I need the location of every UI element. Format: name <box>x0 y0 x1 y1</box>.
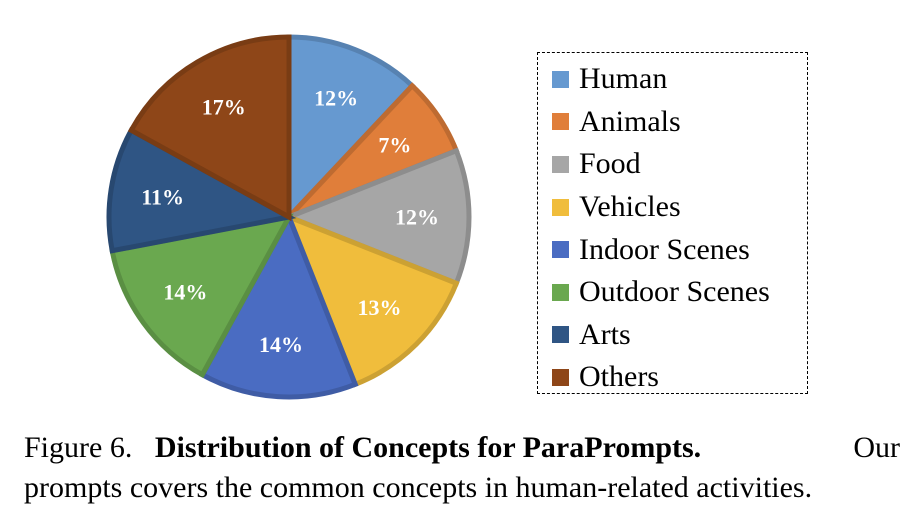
legend-item-indoor-scenes: Indoor Scenes <box>552 228 807 271</box>
slice-label-animals: 7% <box>378 133 411 158</box>
legend-swatch <box>552 368 569 386</box>
legend-label: Animals <box>579 104 681 138</box>
caption-bold-title: Distribution of Concepts for ParaPrompts… <box>154 431 702 464</box>
pie-slice-food <box>282 147 472 287</box>
slice-label-others: 17% <box>202 94 246 119</box>
legend-item-animals: Animals <box>552 101 807 144</box>
legend-swatch <box>552 283 569 301</box>
slice-label-food: 12% <box>395 205 439 230</box>
slice-label-vehicles: 13% <box>358 295 402 320</box>
legend-label: Others <box>579 360 659 394</box>
chart-legend: Human Animals Food Vehicles Indoor Scenes Out… <box>537 52 808 394</box>
legend-label: Outdoor Scenes <box>579 275 770 309</box>
legend-swatch <box>552 155 569 173</box>
figure-caption: Figure 6. Distribution of Concepts for P… <box>24 428 900 508</box>
slice-label-human: 12% <box>314 86 358 111</box>
legend-swatch <box>552 113 569 131</box>
pie-slice-others <box>127 34 292 222</box>
legend-item-others: Others <box>552 356 807 399</box>
pie-slice-indoor-scenes <box>198 211 359 400</box>
legend-label: Human <box>579 62 668 96</box>
pie-slice-human <box>286 34 416 224</box>
legend-label: Indoor Scenes <box>579 232 750 266</box>
legend-item-food: Food <box>552 143 807 186</box>
caption-line-1: Figure 6. Distribution of Concepts for P… <box>24 428 900 468</box>
legend-label: Food <box>579 147 641 181</box>
legend-item-outdoor-scenes: Outdoor Scenes <box>552 271 807 314</box>
legend-item-human: Human <box>552 58 807 101</box>
legend-item-vehicles: Vehicles <box>552 186 807 229</box>
caption-line1-end: Our <box>853 431 900 464</box>
legend-swatch <box>552 198 569 216</box>
pie-slice-labels: 12% 7% 12% 13% 14% 14% 11% 17% <box>141 86 439 358</box>
pie-slices <box>106 34 472 400</box>
legend-label: Vehicles <box>579 190 681 224</box>
slice-label-arts: 11% <box>141 185 184 210</box>
legend-swatch <box>552 241 569 259</box>
legend-item-arts: Arts <box>552 314 807 357</box>
caption-line-2: prompts covers the common concepts in hu… <box>24 471 813 504</box>
slice-label-outdoor-scenes: 14% <box>163 280 207 305</box>
slice-label-indoor-scenes: 14% <box>259 332 303 357</box>
caption-figure-label: Figure 6. <box>24 431 133 464</box>
pie-slice-vehicles <box>284 212 460 388</box>
pie-slice-arts <box>106 126 297 254</box>
legend-label: Arts <box>579 317 631 351</box>
legend-swatch <box>552 326 569 344</box>
legend-swatch <box>552 70 569 88</box>
pie-slice-outdoor-scenes <box>109 213 294 379</box>
